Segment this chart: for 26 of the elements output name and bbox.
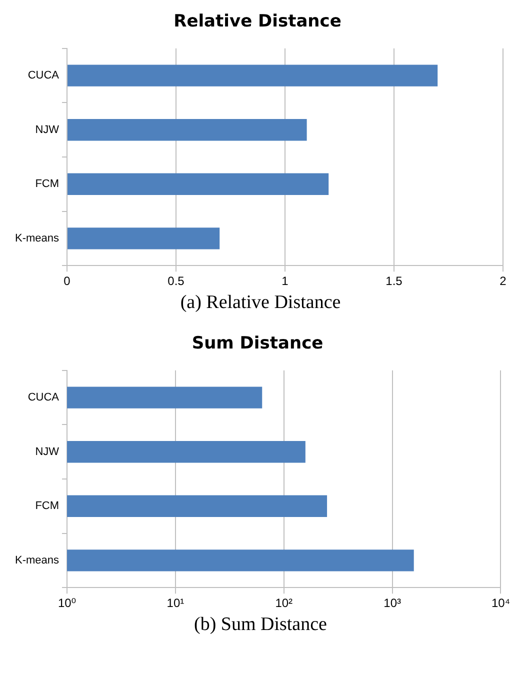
chart-title: Relative Distance	[174, 12, 342, 32]
x-tick-label: 0	[64, 274, 71, 288]
y-tick-label: NJW	[35, 124, 60, 136]
y-tick-label: NJW	[35, 446, 60, 458]
x-tick-label: 0.5	[168, 274, 185, 288]
chart-title: Sum Distance	[192, 334, 324, 354]
bar	[68, 118, 307, 141]
x-tick-label: 10²	[275, 596, 293, 610]
bar	[68, 228, 220, 250]
x-tick-label: 10¹	[166, 596, 184, 610]
y-tick-label: K-means	[14, 232, 60, 244]
y-tick-label: CUCA	[28, 392, 60, 404]
x-tick-label: 1	[282, 274, 289, 288]
text: (b) Sum Distance	[193, 614, 328, 636]
x-tick-label: 10⁰	[58, 596, 76, 610]
x-tick-label: 2	[500, 274, 507, 288]
y-tick-label: K-means	[14, 554, 60, 566]
bar	[68, 64, 438, 86]
bar	[68, 173, 329, 196]
x-tick-label: 10⁴	[491, 596, 510, 610]
y-tick-label: FCM	[35, 500, 60, 512]
text: (a) Relative Distance	[179, 292, 342, 314]
x-tick-label: 10³	[384, 596, 401, 610]
y-tick-label: FCM	[35, 178, 60, 190]
x-tick-label: 1.5	[386, 274, 403, 288]
y-tick-label: CUCA	[28, 70, 60, 82]
